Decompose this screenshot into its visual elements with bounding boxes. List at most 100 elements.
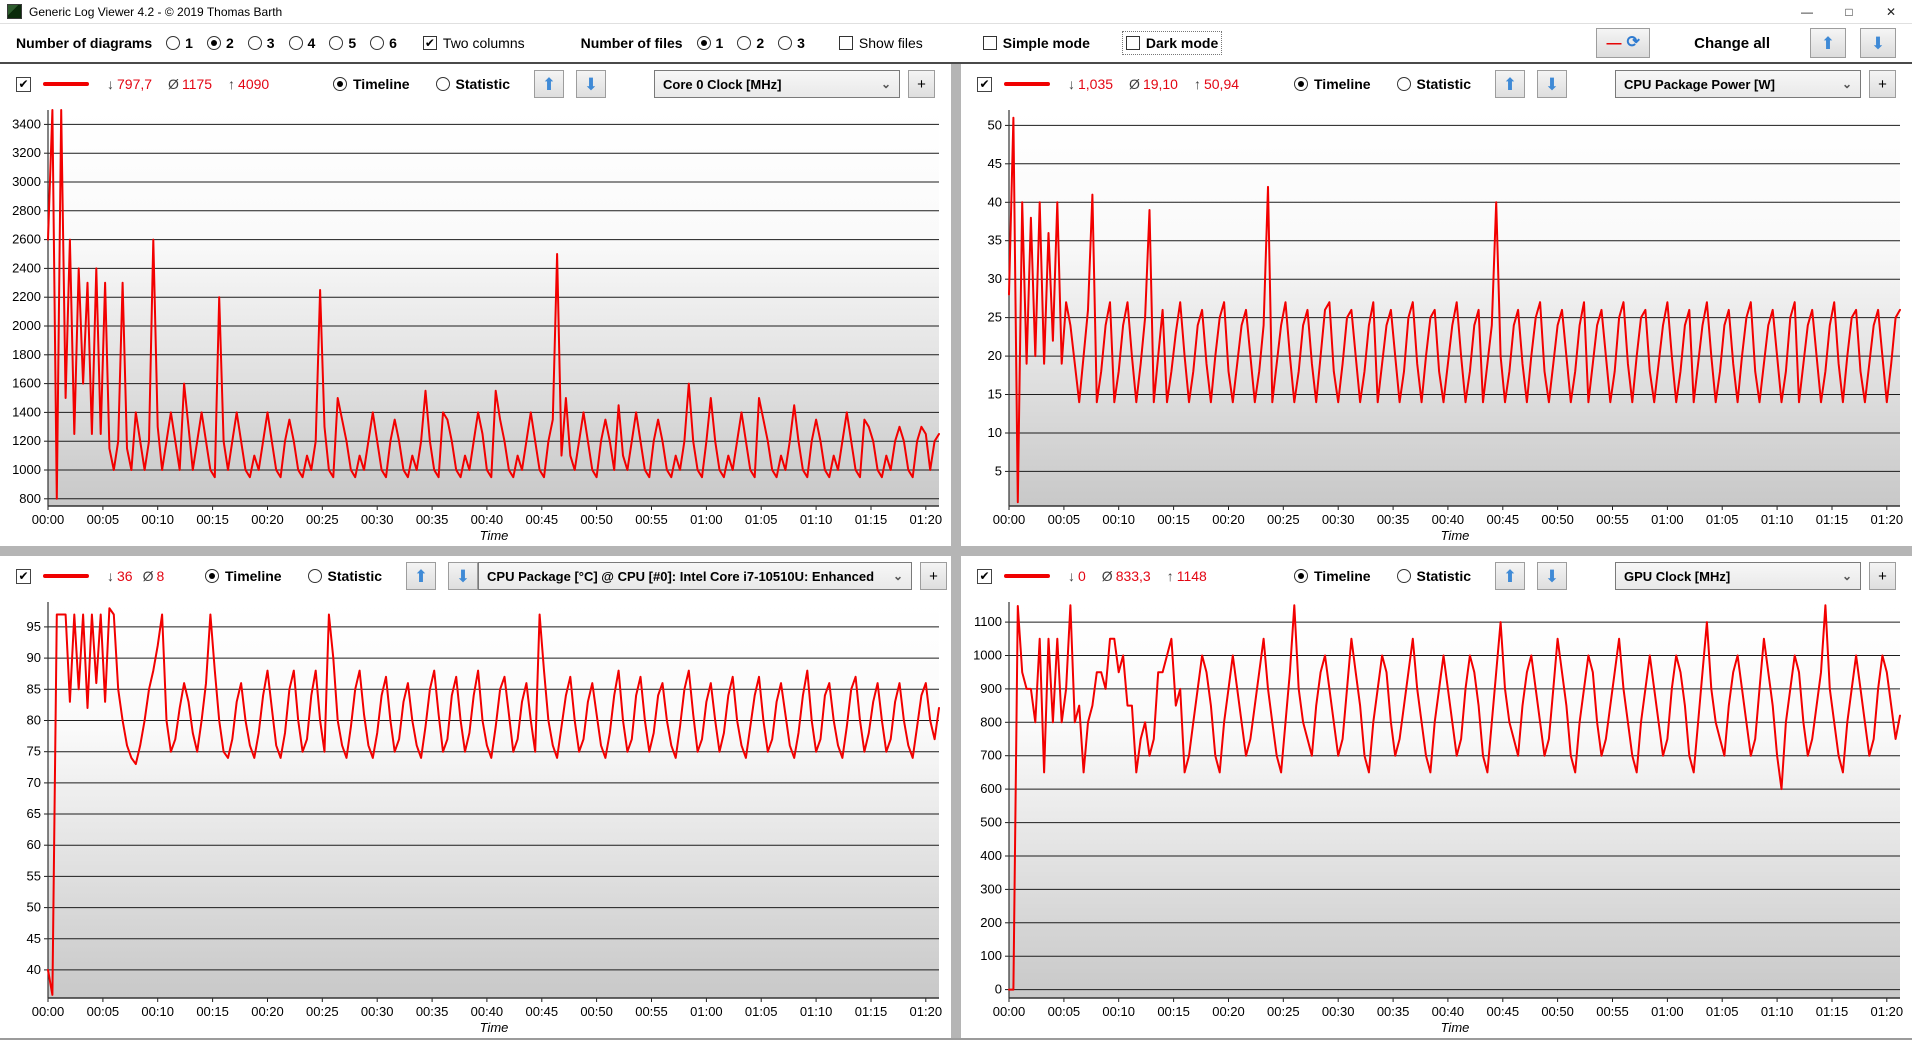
- min-value: 1,035: [1078, 76, 1114, 92]
- radio-icon: [329, 36, 344, 50]
- svg-text:00:15: 00:15: [196, 512, 229, 527]
- series-color-swatch[interactable]: [43, 574, 89, 578]
- svg-text:00:35: 00:35: [416, 512, 449, 527]
- svg-text:10: 10: [988, 425, 1002, 440]
- svg-text:01:20: 01:20: [910, 1004, 943, 1019]
- statistic-radio[interactable]: Statistic: [435, 76, 510, 92]
- svg-text:00:25: 00:25: [306, 512, 339, 527]
- reset-zoom-button[interactable]: — ⟳: [1596, 28, 1651, 58]
- statistic-radio[interactable]: Statistic: [1396, 568, 1471, 584]
- minimize-button[interactable]: —: [1786, 0, 1828, 23]
- series-visible-checkbox[interactable]: ✔: [16, 568, 31, 584]
- svg-text:1000: 1000: [12, 462, 41, 477]
- statistic-radio[interactable]: Statistic: [307, 568, 382, 584]
- series-visible-checkbox[interactable]: ✔: [977, 568, 992, 584]
- svg-text:35: 35: [988, 233, 1002, 248]
- chart-canvas[interactable]: 800 1000 1200 1400 1600 1800 2000 2200 2400 2600 2…: [0, 104, 951, 546]
- files-option-1[interactable]: 1: [696, 35, 723, 51]
- max-value: 1148: [1176, 568, 1207, 584]
- simple-mode-checkbox[interactable]: Simple mode: [982, 35, 1090, 51]
- move-down-button[interactable]: ⬇: [1537, 70, 1568, 98]
- move-up-button[interactable]: ⬆: [534, 70, 565, 98]
- diagrams-option-4[interactable]: 4: [288, 35, 315, 51]
- timeline-radio[interactable]: Timeline: [333, 76, 410, 92]
- svg-text:3000: 3000: [12, 174, 41, 189]
- svg-text:1000: 1000: [973, 648, 1002, 663]
- series-visible-checkbox[interactable]: ✔: [977, 76, 992, 92]
- chart-canvas[interactable]: 5 10 15 20 25 30 35 40 45 50 00:00 00:05 00:10 00:15 0…: [961, 104, 1912, 546]
- series-color-swatch[interactable]: [43, 82, 89, 86]
- timeline-radio[interactable]: Timeline: [205, 568, 282, 584]
- svg-text:01:10: 01:10: [1761, 1004, 1794, 1019]
- maximize-button[interactable]: □: [1828, 0, 1870, 23]
- svg-text:2400: 2400: [12, 260, 41, 275]
- series-color-swatch[interactable]: [1004, 82, 1050, 86]
- panel-header: ✔ ↓ 797,7 Ø 1175 ↑ 4090 Timeline Statistic ⬆ …: [0, 64, 951, 104]
- channel-select[interactable]: CPU Package Power [W] ⌄: [1615, 70, 1861, 98]
- chevron-down-icon: ⌄: [1841, 77, 1852, 91]
- close-button[interactable]: ✕: [1870, 0, 1912, 23]
- move-down-button[interactable]: ⬇: [576, 70, 607, 98]
- series-visible-checkbox[interactable]: ✔: [16, 76, 31, 92]
- add-channel-button[interactable]: +: [1869, 562, 1896, 590]
- move-up-button[interactable]: ⬆: [1495, 70, 1526, 98]
- svg-text:75: 75: [27, 744, 41, 759]
- change-all-label: Change all: [1694, 34, 1770, 52]
- timeline-radio[interactable]: Timeline: [1294, 568, 1371, 584]
- timeline-radio[interactable]: Timeline: [1294, 76, 1371, 92]
- svg-text:01:15: 01:15: [855, 512, 888, 527]
- diagrams-option-3[interactable]: 3: [247, 35, 275, 51]
- svg-text:00:30: 00:30: [1322, 1004, 1355, 1019]
- change-all-up-button[interactable]: ⬆: [1810, 28, 1846, 58]
- red-dash-icon: —: [1606, 34, 1622, 52]
- move-down-button[interactable]: ⬇: [1537, 562, 1568, 590]
- show-files-checkbox[interactable]: Show files: [838, 35, 923, 51]
- files-option-2[interactable]: 2: [737, 35, 764, 51]
- chart-canvas[interactable]: 40 45 50 55 60 65 70 75 80 85 90 95 00:00 00:05 00:10 0…: [0, 596, 951, 1038]
- svg-text:00:35: 00:35: [416, 1004, 449, 1019]
- view-mode-radios: Timeline Statistic: [333, 76, 510, 92]
- view-mode-radios: Timeline Statistic: [1294, 568, 1471, 584]
- svg-text:01:05: 01:05: [745, 1004, 778, 1019]
- dark-mode-checkbox[interactable]: Dark mode: [1121, 31, 1223, 55]
- svg-text:00:05: 00:05: [87, 512, 120, 527]
- arrow-down-icon: ⬇: [1870, 33, 1886, 53]
- svg-text:00:20: 00:20: [1212, 1004, 1245, 1019]
- series-color-swatch[interactable]: [1004, 574, 1050, 578]
- files-option-3[interactable]: 3: [778, 35, 805, 51]
- checkbox-icon: [838, 36, 853, 50]
- diagrams-option-1[interactable]: 1: [166, 35, 193, 51]
- avg-stat-icon: Ø: [168, 76, 179, 92]
- radio-icon: [205, 569, 219, 583]
- move-down-button[interactable]: ⬇: [448, 562, 479, 590]
- svg-text:00:05: 00:05: [87, 1004, 120, 1019]
- maximize-icon: □: [1845, 4, 1853, 19]
- view-mode-radios: Timeline Statistic: [205, 568, 382, 584]
- svg-text:00:05: 00:05: [1048, 1004, 1081, 1019]
- add-channel-button[interactable]: +: [1869, 70, 1896, 98]
- chart-canvas[interactable]: 0 100 200 300 400 500 600 700 800 900 1000 1100 00:0…: [961, 596, 1912, 1038]
- svg-text:01:15: 01:15: [855, 1004, 888, 1019]
- change-all-down-button[interactable]: ⬇: [1860, 28, 1896, 58]
- move-up-button[interactable]: ⬆: [406, 562, 437, 590]
- svg-text:01:10: 01:10: [1761, 512, 1794, 527]
- add-channel-button[interactable]: +: [908, 70, 935, 98]
- svg-text:00:45: 00:45: [1487, 1004, 1520, 1019]
- svg-text:01:15: 01:15: [1816, 1004, 1849, 1019]
- channel-select[interactable]: Core 0 Clock [MHz] ⌄: [654, 70, 900, 98]
- svg-text:00:25: 00:25: [1267, 512, 1300, 527]
- two-columns-checkbox[interactable]: ✔ Two columns: [422, 35, 525, 51]
- svg-text:90: 90: [27, 650, 41, 665]
- series-stats: ↓ 1,035 Ø 19,10 ↑ 50,94: [1068, 76, 1294, 92]
- channel-select[interactable]: CPU Package [°C] @ CPU [#0]: Intel Core …: [478, 562, 913, 590]
- svg-text:00:55: 00:55: [635, 1004, 668, 1019]
- title-bar: Generic Log Viewer 4.2 - © 2019 Thomas B…: [0, 0, 1912, 24]
- move-up-button[interactable]: ⬆: [1495, 562, 1526, 590]
- statistic-radio[interactable]: Statistic: [1396, 76, 1471, 92]
- svg-text:01:00: 01:00: [690, 1004, 723, 1019]
- diagrams-option-5[interactable]: 5: [329, 35, 356, 51]
- channel-select[interactable]: GPU Clock [MHz] ⌄: [1615, 562, 1861, 590]
- diagrams-option-6[interactable]: 6: [370, 35, 397, 51]
- add-channel-button[interactable]: +: [920, 562, 948, 590]
- diagrams-option-2[interactable]: 2: [206, 35, 234, 51]
